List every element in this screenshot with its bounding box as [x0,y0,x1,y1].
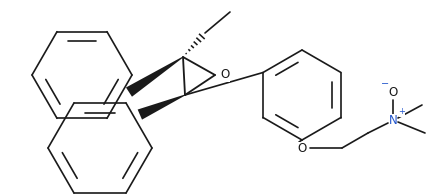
Text: +: + [399,107,405,116]
Polygon shape [126,57,183,97]
Polygon shape [138,95,185,120]
Text: O: O [388,85,398,98]
Text: O: O [220,68,230,82]
Text: O: O [297,142,307,154]
Text: N: N [388,113,397,127]
Text: −: − [381,79,389,89]
